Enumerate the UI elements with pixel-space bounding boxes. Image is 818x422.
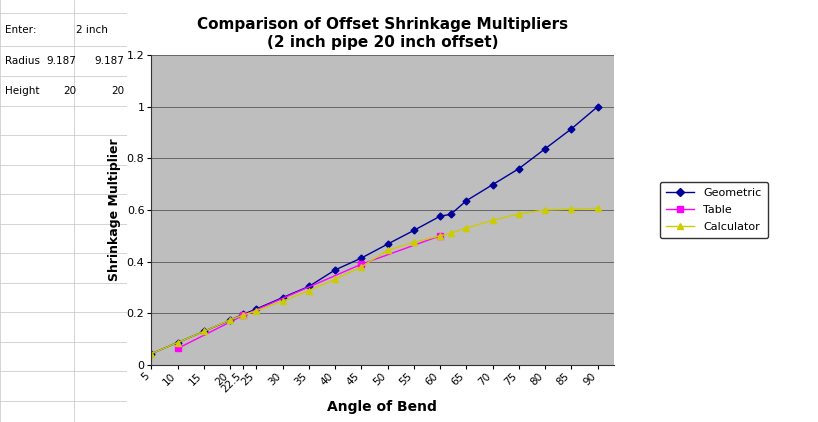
Text: 20: 20 bbox=[111, 86, 124, 96]
Text: 9.187: 9.187 bbox=[94, 56, 124, 66]
Title: Comparison of Offset Shrinkage Multipliers
(2 inch pipe 20 inch offset): Comparison of Offset Shrinkage Multiplie… bbox=[197, 17, 568, 49]
Geometric bbox=[383, 241, 393, 246]
Calculator bbox=[446, 231, 456, 236]
Calculator bbox=[461, 225, 471, 230]
Geometric bbox=[225, 317, 235, 322]
Geometric bbox=[238, 312, 248, 317]
Calculator bbox=[383, 248, 393, 253]
Geometric bbox=[357, 255, 366, 260]
Calculator bbox=[173, 340, 182, 345]
Calculator bbox=[238, 313, 248, 318]
Y-axis label: Shrinkage Multiplier: Shrinkage Multiplier bbox=[108, 139, 121, 281]
Table bbox=[173, 346, 182, 351]
Calculator bbox=[567, 207, 577, 212]
Geometric bbox=[446, 212, 456, 217]
Calculator bbox=[330, 277, 340, 282]
Calculator bbox=[435, 233, 445, 238]
Calculator bbox=[304, 288, 314, 293]
Geometric bbox=[330, 268, 340, 273]
Calculator bbox=[146, 351, 156, 356]
Text: 2 inch: 2 inch bbox=[76, 24, 108, 35]
Legend: Geometric, Table, Calculator: Geometric, Table, Calculator bbox=[659, 181, 768, 238]
Calculator bbox=[251, 308, 261, 313]
Text: 20: 20 bbox=[63, 86, 76, 96]
Geometric bbox=[461, 198, 471, 203]
Calculator bbox=[199, 329, 209, 334]
Calculator bbox=[409, 240, 419, 245]
Table bbox=[357, 262, 366, 267]
Geometric bbox=[304, 284, 314, 289]
Table bbox=[238, 313, 248, 318]
Calculator bbox=[541, 208, 551, 213]
Calculator bbox=[514, 211, 524, 216]
Geometric bbox=[541, 146, 551, 151]
Calculator bbox=[278, 299, 288, 304]
Geometric bbox=[251, 306, 261, 311]
Line: Table: Table bbox=[174, 233, 443, 352]
Line: Geometric: Geometric bbox=[149, 104, 600, 356]
Geometric bbox=[514, 166, 524, 171]
Text: Enter:: Enter: bbox=[5, 24, 37, 35]
Calculator bbox=[225, 317, 235, 322]
Line: Calculator: Calculator bbox=[149, 206, 600, 357]
Geometric bbox=[278, 295, 288, 300]
Calculator bbox=[488, 218, 497, 223]
Geometric bbox=[146, 351, 156, 356]
Geometric bbox=[173, 340, 182, 345]
Geometric bbox=[567, 126, 577, 131]
Geometric bbox=[488, 182, 497, 187]
X-axis label: Angle of Bend: Angle of Bend bbox=[327, 400, 438, 414]
Geometric bbox=[435, 214, 445, 219]
Text: 9.187: 9.187 bbox=[46, 56, 76, 66]
Geometric bbox=[409, 228, 419, 233]
Text: Radius: Radius bbox=[5, 56, 40, 66]
Calculator bbox=[357, 264, 366, 269]
Geometric bbox=[199, 329, 209, 334]
Geometric bbox=[593, 104, 603, 109]
Calculator bbox=[593, 206, 603, 211]
Text: Height: Height bbox=[5, 86, 39, 96]
Table bbox=[435, 233, 445, 238]
